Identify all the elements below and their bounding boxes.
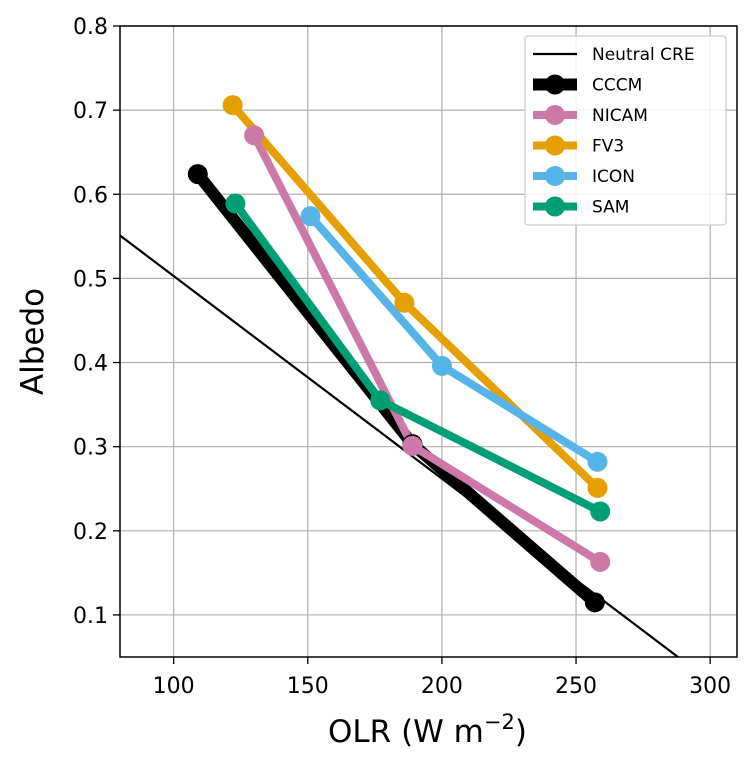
y-tick-label: 0.6 xyxy=(73,183,108,208)
data-point-cccm xyxy=(584,592,605,613)
plot-clip-group xyxy=(120,95,679,657)
plot-area xyxy=(120,95,679,657)
data-point-icon xyxy=(587,451,608,472)
y-axis-title: Albedo xyxy=(15,288,51,395)
y-tick-label: 0.2 xyxy=(73,520,108,545)
x-tick-label: 150 xyxy=(287,674,329,699)
legend-marker-nicam xyxy=(545,105,565,125)
legend-label-nicam: NICAM xyxy=(592,106,648,126)
data-point-sam xyxy=(225,193,246,214)
data-point-sam xyxy=(590,501,611,522)
legend-label-neutral-cre: Neutral CRE xyxy=(592,45,695,65)
legend: Neutral CRE CCCM NICAM FV3 ICON SAM xyxy=(524,35,727,226)
y-tick-label: 0.7 xyxy=(73,99,108,124)
x-axis-title-main: OLR (W m xyxy=(328,714,484,750)
data-point-nicam xyxy=(590,551,611,572)
x-tick-label: 100 xyxy=(153,674,195,699)
data-point-fv3 xyxy=(394,292,415,313)
data-point-icon xyxy=(431,355,452,376)
axes-frame xyxy=(119,25,738,658)
ticks: 100 150 200 250 300 0.1 0.2 0.3 0.4 0.5 0.6 0.7 0.8 xyxy=(73,15,731,699)
legend-marker-fv3 xyxy=(545,135,565,156)
legend-marker-sam xyxy=(545,196,565,217)
data-point-fv3 xyxy=(587,477,608,498)
x-axis-title-close: ) xyxy=(515,714,527,750)
y-tick-label: 0.5 xyxy=(73,267,108,292)
legend-label-icon: ICON xyxy=(592,167,635,187)
x-tick-label: 250 xyxy=(555,674,597,699)
data-point-icon xyxy=(300,206,321,227)
legend-marker-icon xyxy=(545,166,565,186)
legend-label-fv3: FV3 xyxy=(592,137,624,157)
x-axis-title-sup: −2 xyxy=(484,710,515,734)
series-line-sam xyxy=(232,201,602,516)
x-tick-label: 200 xyxy=(421,674,463,699)
y-tick-label: 0.3 xyxy=(73,436,108,461)
legend-label-sam: SAM xyxy=(592,198,629,218)
data-point-sam xyxy=(370,390,391,411)
legend-marker-cccm xyxy=(545,74,565,95)
data-point-fv3 xyxy=(222,95,243,116)
x-axis-title: OLR (W m−2) xyxy=(328,710,527,750)
x-tick-label: 300 xyxy=(689,674,731,699)
data-point-nicam xyxy=(244,125,265,146)
data-point-cccm xyxy=(187,164,208,185)
y-tick-label: 0.1 xyxy=(73,604,108,629)
y-tick-label: 0.4 xyxy=(73,352,108,377)
legend-label-cccm: CCCM xyxy=(592,76,642,96)
y-tick-label: 0.8 xyxy=(73,15,108,40)
data-point-nicam xyxy=(402,435,423,456)
